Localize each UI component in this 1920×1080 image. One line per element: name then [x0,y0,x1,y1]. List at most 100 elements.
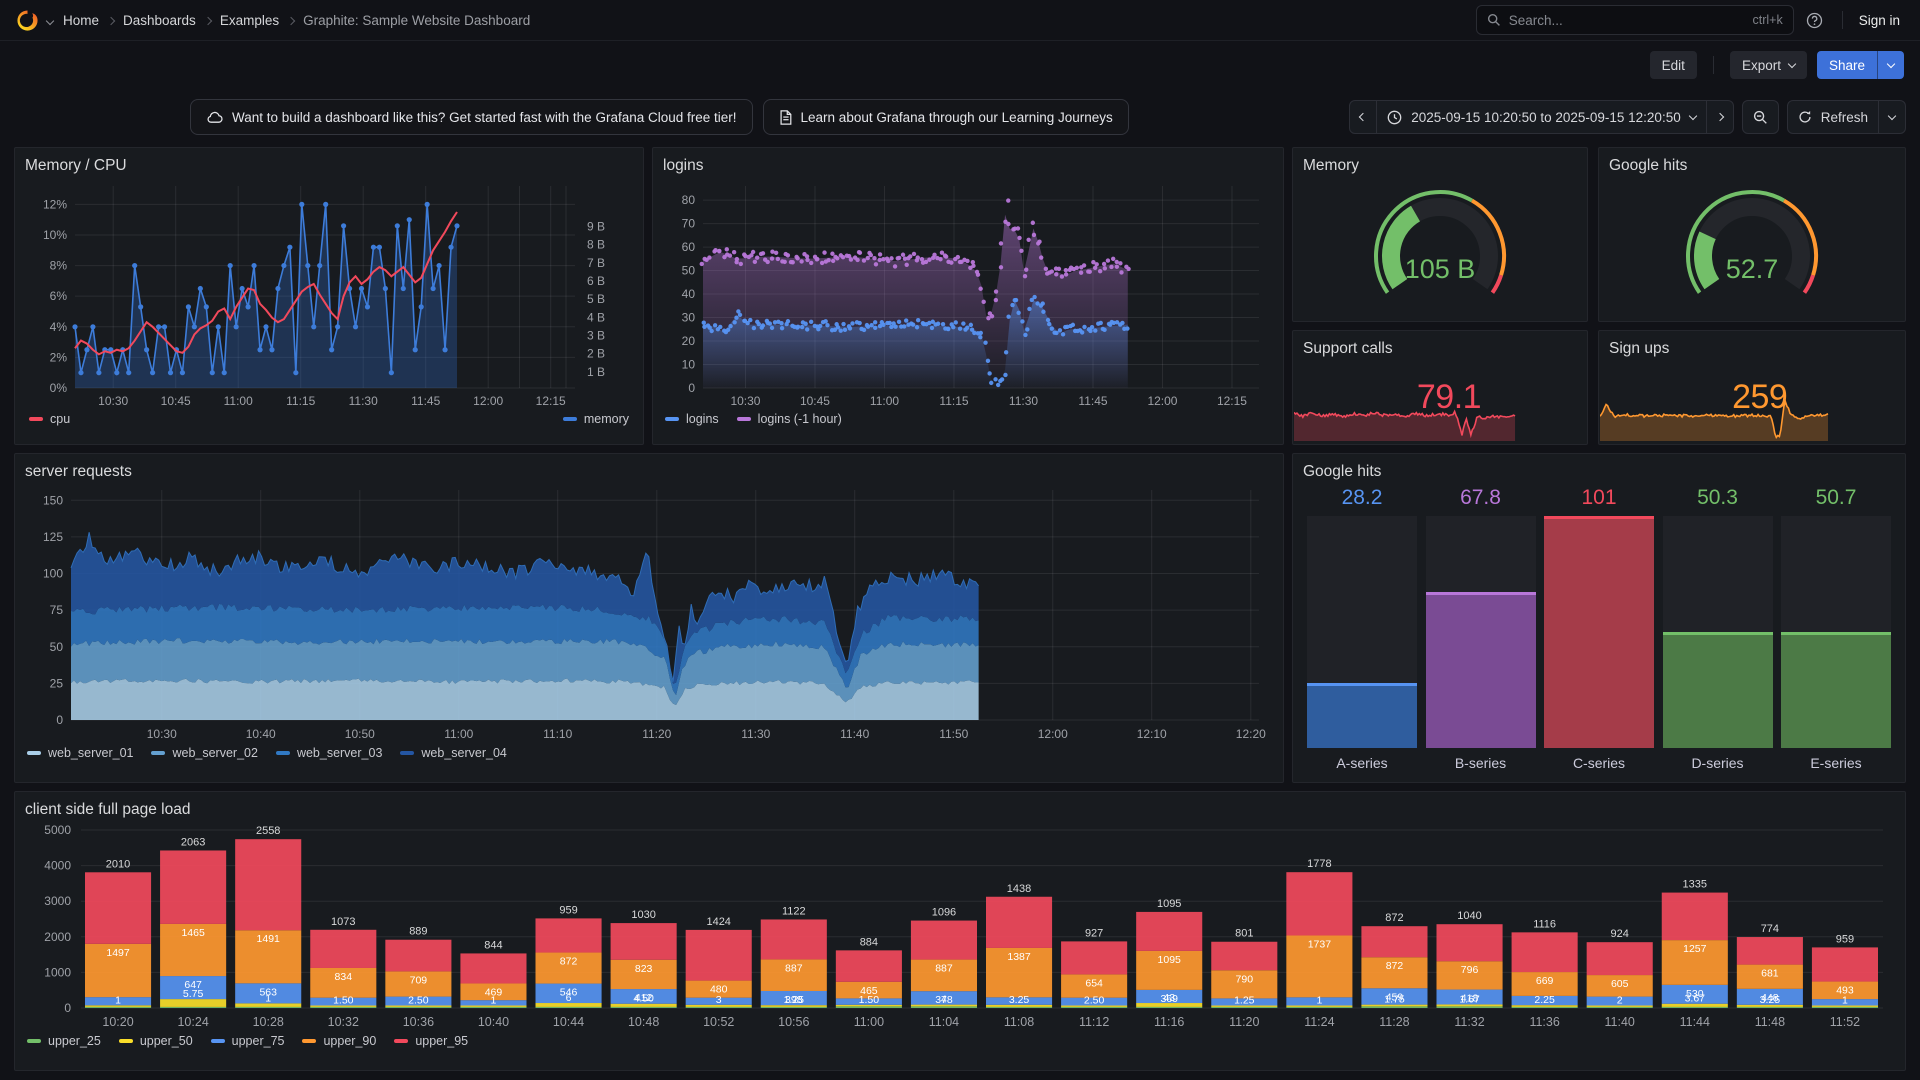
bar-segment-y [1736,1004,1803,1007]
bar-gauge-fill [1662,635,1773,748]
bar-segment-r [1211,941,1278,971]
export-button[interactable]: Export [1729,51,1807,79]
grafana-cloud-banner[interactable]: Want to build a dashboard like this? Get… [190,99,753,135]
zoom-out-button[interactable] [1743,101,1778,133]
grafana-logo-icon[interactable] [16,9,39,32]
tick-label: 11:45 [411,394,440,408]
scatter-point [993,377,998,382]
legend-label: web_server_03 [296,746,383,760]
refresh-button[interactable]: Refresh [1788,101,1879,133]
scatter-point [808,319,814,325]
breadcrumb-dashboards[interactable]: Dashboards [123,12,196,28]
scatter-point [983,340,988,345]
panel-title[interactable]: Memory [1303,157,1359,174]
series-memory-point [185,304,192,310]
panel-title[interactable]: Memory / CPU [25,157,127,174]
breadcrumb-examples[interactable]: Examples [219,12,280,28]
time-range-picker[interactable]: 2025-09-15 10:20:50 to 2025-09-15 12:20:… [1377,101,1707,133]
refresh-interval-chevron[interactable] [1879,101,1905,133]
scatter-point [999,377,1005,382]
panel-title[interactable]: Google hits [1303,463,1382,480]
panel-title[interactable]: logins [663,157,704,174]
legend-label: upper_25 [48,1034,101,1048]
memory-cpu-chart[interactable]: 0% 2% 4% 6% 8% 10% 12% 10:30 10:45 11:00 11:15 11:3… [25,178,633,412]
panel-logins: logins 0 10 20 30 40 50 60 70 80 10:30 10:45 11:00 1… [652,147,1284,445]
panel-title[interactable]: Support calls [1303,340,1393,357]
time-shift-forward-button[interactable] [1707,101,1733,133]
bar-segment-y [910,1004,977,1007]
bar-label-small: 3.25 [1760,994,1781,1006]
bar-segment-r [535,918,602,953]
scatter-point [842,327,848,333]
help-icon[interactable] [1800,5,1830,35]
bar-segment-b [85,997,152,1006]
bar-label-red: 884 [860,936,878,948]
share-button[interactable]: Share [1816,51,1877,79]
edit-button[interactable]: Edit [1649,51,1697,79]
tick-label: 10:45 [800,394,830,408]
scatter-point [1070,322,1076,328]
legend-item-upper-25[interactable]: upper_25 [27,1034,101,1048]
legend-item-web-server-03[interactable]: web_server_03 [275,746,383,760]
tick-label: 10:50 [345,727,375,741]
scatter-point [902,324,907,329]
server-requests-chart[interactable]: 0 25 50 75 100 125 150 10:30 10:40 10:50 11:00 11:1… [25,484,1273,746]
legend-item-cpu[interactable]: cpu [29,412,70,426]
legend-item-logins[interactable]: logins [665,412,719,426]
series-memory-point [388,370,394,376]
panel-title[interactable]: Google hits [1609,157,1688,174]
bar-gauge-track [1662,516,1773,748]
scatter-point [707,255,712,260]
legend-item-upper-75[interactable]: upper_75 [210,1034,284,1048]
bar-segment-y [986,1004,1053,1007]
bar-label-small: 2 [1617,995,1623,1007]
bar-segment-o [1061,974,1128,998]
tick-label: 11:00 [224,394,253,408]
org-switcher-chevron-icon[interactable] [45,11,55,29]
legend-item-web-server-01[interactable]: web_server_01 [27,746,133,760]
bar-label-orange: 1491 [257,933,281,945]
time-shift-back-button[interactable] [1350,101,1378,133]
tick-label: 10:30 [98,394,128,408]
breadcrumb-home[interactable]: Home [63,12,100,28]
scatter-point [1074,265,1080,270]
breadcrumb-separator-icon [286,11,296,29]
tick-label: 50 [50,640,64,654]
tick-label: 7 B [587,256,605,270]
legend-item-web-server-02[interactable]: web_server_02 [151,746,258,760]
x-tick-label: 11:12 [1079,1015,1109,1029]
scatter-point [938,257,943,262]
gauge-arc [1686,190,1785,294]
legend-item-upper-50[interactable]: upper_50 [118,1034,193,1048]
scatter-point [891,321,896,326]
sign-in-link[interactable]: Sign in [1858,12,1900,28]
bar-gauge-fill [1307,686,1417,748]
logins-chart[interactable]: 0 10 20 30 40 50 60 70 80 10:30 10:45 11:00 11:15 11:… [663,178,1273,412]
bar-gauge-value: 50.3 [1697,486,1738,509]
bar-label-blue: 448 [1761,992,1779,1004]
bar-segment-o [1586,975,1653,997]
legend-item-memory[interactable]: memory [562,412,629,426]
tick-label: 11:30 [1009,394,1038,408]
share-menu-chevron-icon[interactable] [1877,51,1904,79]
search-input[interactable]: Search... ctrl+k [1475,5,1794,35]
panel-title[interactable]: client side full page load [25,801,191,818]
panel-title[interactable]: Sign ups [1609,340,1670,357]
scatter-point [951,324,956,330]
scatter-point [902,256,908,261]
legend-item-upper-95[interactable]: upper_95 [394,1034,468,1048]
panel-memory-cpu: Memory / CPU 0% 2% 4% 6% 8% 10% 12% 10:30 10:45 1… [14,147,644,445]
bar-segment-b [610,989,677,1004]
learning-journeys-banner[interactable]: Learn about Grafana through our Learning… [762,99,1129,135]
tick-label: 8 B [587,238,605,252]
legend-item-web-server-04[interactable]: web_server_04 [400,746,507,760]
panel-title[interactable]: server requests [25,463,132,480]
scatter-point [868,252,874,258]
legend-item-upper-90[interactable]: upper_90 [302,1034,376,1048]
bar-segment-o [310,967,377,998]
legend-item-logins-1-hour-[interactable]: logins (-1 hour) [736,412,842,426]
client-load-chart[interactable]: 0 1000 2000 3000 4000 5000 2010 1497 1 10:20 2063 1… [25,822,1895,1034]
bar-label-red: 959 [1836,933,1854,945]
bar-label-blue: 412 [635,992,653,1004]
bar-gauge-track [1544,516,1654,748]
